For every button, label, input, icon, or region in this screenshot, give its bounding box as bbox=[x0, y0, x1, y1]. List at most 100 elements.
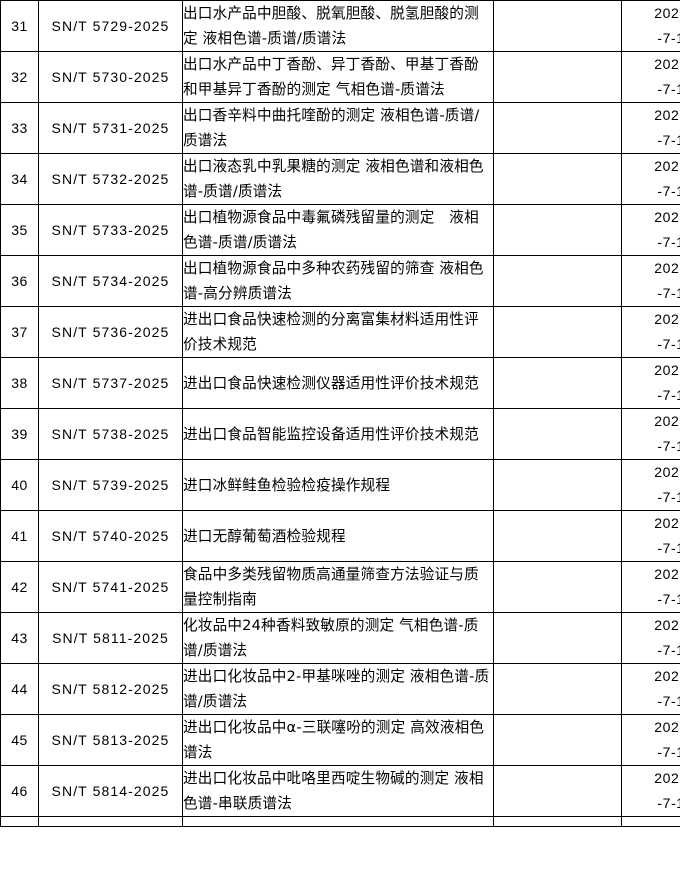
row-index: 38 bbox=[0, 357, 39, 409]
standard-code: SN/T 5730-2025 bbox=[38, 51, 183, 103]
table-row: 33 SN/T 5731-2025 出口香辛料中曲托喹酚的测定 液相色谱-质谱/… bbox=[0, 102, 680, 154]
standard-name: 出口香辛料中曲托喹酚的测定 液相色谱-质谱/质谱法 bbox=[182, 102, 494, 154]
standard-code: SN/T 5811-2025 bbox=[38, 612, 183, 664]
standard-code: SN/T 5733-2025 bbox=[38, 204, 183, 256]
replaced-standard bbox=[493, 612, 622, 664]
implementation-date bbox=[621, 816, 680, 827]
replaced-standard bbox=[493, 204, 622, 256]
standard-code: SN/T 5734-2025 bbox=[38, 255, 183, 307]
standard-code: SN/T 5812-2025 bbox=[38, 663, 183, 715]
replaced-standard bbox=[493, 102, 622, 154]
table-row: 46 SN/T 5814-2025 进出口化妆品中吡咯里西啶生物碱的测定 液相色… bbox=[0, 765, 680, 817]
row-index: 37 bbox=[0, 306, 39, 358]
row-index: 34 bbox=[0, 153, 39, 205]
implementation-date: 2026 -7-1 bbox=[621, 510, 680, 562]
replaced-standard bbox=[493, 510, 622, 562]
row-index: 43 bbox=[0, 612, 39, 664]
row-index: 46 bbox=[0, 765, 39, 817]
implementation-date: 2026 -7-1 bbox=[621, 102, 680, 154]
table-row: 31 SN/T 5729-2025 出口水产品中胆酸、脱氧胆酸、脱氢胆酸的测定 … bbox=[0, 0, 680, 52]
row-index: 44 bbox=[0, 663, 39, 715]
standard-code: SN/T 5732-2025 bbox=[38, 153, 183, 205]
implementation-date: 2026 -7-1 bbox=[621, 0, 680, 52]
implementation-date: 2026 -7-1 bbox=[621, 765, 680, 817]
table-row: 41 SN/T 5740-2025 进口无醇葡萄酒检验规程 2026 -7-1 bbox=[0, 510, 680, 562]
standard-code bbox=[38, 816, 183, 827]
implementation-date: 2026 -7-1 bbox=[621, 204, 680, 256]
standards-table: 31 SN/T 5729-2025 出口水产品中胆酸、脱氧胆酸、脱氢胆酸的测定 … bbox=[0, 0, 680, 827]
standard-name: 出口水产品中丁香酚、异丁香酚、甲基丁香酚和甲基异丁香酚的测定 气相色谱-质谱法 bbox=[182, 51, 494, 103]
implementation-date: 2026 -7-1 bbox=[621, 561, 680, 613]
row-index: 45 bbox=[0, 714, 39, 766]
replaced-standard bbox=[493, 561, 622, 613]
standard-code: SN/T 5740-2025 bbox=[38, 510, 183, 562]
standard-name bbox=[182, 816, 494, 827]
table-row: 40 SN/T 5739-2025 进口冰鲜鲑鱼检验检疫操作规程 2026 -7… bbox=[0, 459, 680, 511]
replaced-standard bbox=[493, 816, 622, 827]
table-row-partial bbox=[0, 816, 680, 827]
row-index: 35 bbox=[0, 204, 39, 256]
replaced-standard bbox=[493, 408, 622, 460]
replaced-standard bbox=[493, 459, 622, 511]
replaced-standard bbox=[493, 357, 622, 409]
standards-table-body: 31 SN/T 5729-2025 出口水产品中胆酸、脱氧胆酸、脱氢胆酸的测定 … bbox=[0, 0, 680, 827]
table-row: 34 SN/T 5732-2025 出口液态乳中乳果糖的测定 液相色谱和液相色谱… bbox=[0, 153, 680, 205]
implementation-date: 2026 -7-1 bbox=[621, 714, 680, 766]
standard-name: 进口冰鲜鲑鱼检验检疫操作规程 bbox=[182, 459, 494, 511]
standard-name: 进出口食品智能监控设备适用性评价技术规范 bbox=[182, 408, 494, 460]
standard-name: 出口水产品中胆酸、脱氧胆酸、脱氢胆酸的测定 液相色谱-质谱/质谱法 bbox=[182, 0, 494, 52]
standard-name: 出口植物源食品中多种农药残留的筛查 液相色谱-高分辨质谱法 bbox=[182, 255, 494, 307]
standard-name: 化妆品中24种香料致敏原的测定 气相色谱-质谱/质谱法 bbox=[182, 612, 494, 664]
standard-code: SN/T 5737-2025 bbox=[38, 357, 183, 409]
implementation-date: 2026 -7-1 bbox=[621, 408, 680, 460]
row-index: 42 bbox=[0, 561, 39, 613]
replaced-standard bbox=[493, 255, 622, 307]
standard-name: 出口植物源食品中毒氟磷残留量的测定 液相色谱-质谱/质谱法 bbox=[182, 204, 494, 256]
replaced-standard bbox=[493, 663, 622, 715]
table-row: 44 SN/T 5812-2025 进出口化妆品中2-甲基咪唑的测定 液相色谱-… bbox=[0, 663, 680, 715]
row-index: 31 bbox=[0, 0, 39, 52]
standard-name: 进出口食品快速检测仪器适用性评价技术规范 bbox=[182, 357, 494, 409]
replaced-standard bbox=[493, 153, 622, 205]
standard-code: SN/T 5738-2025 bbox=[38, 408, 183, 460]
table-row: 35 SN/T 5733-2025 出口植物源食品中毒氟磷残留量的测定 液相色谱… bbox=[0, 204, 680, 256]
implementation-date: 2026 -7-1 bbox=[621, 153, 680, 205]
row-index: 41 bbox=[0, 510, 39, 562]
table-row: 38 SN/T 5737-2025 进出口食品快速检测仪器适用性评价技术规范 2… bbox=[0, 357, 680, 409]
implementation-date: 2026 -7-1 bbox=[621, 306, 680, 358]
standard-code: SN/T 5729-2025 bbox=[38, 0, 183, 52]
row-index: 39 bbox=[0, 408, 39, 460]
standard-code: SN/T 5814-2025 bbox=[38, 765, 183, 817]
replaced-standard bbox=[493, 0, 622, 52]
implementation-date: 2026 -7-1 bbox=[621, 612, 680, 664]
row-index: 40 bbox=[0, 459, 39, 511]
replaced-standard bbox=[493, 765, 622, 817]
standard-code: SN/T 5813-2025 bbox=[38, 714, 183, 766]
standard-code: SN/T 5739-2025 bbox=[38, 459, 183, 511]
row-index: 32 bbox=[0, 51, 39, 103]
implementation-date: 2026 -7-1 bbox=[621, 459, 680, 511]
table-row: 42 SN/T 5741-2025 食品中多类残留物质高通量筛查方法验证与质量控… bbox=[0, 561, 680, 613]
standard-name: 进出口化妆品中吡咯里西啶生物碱的测定 液相色谱-串联质谱法 bbox=[182, 765, 494, 817]
table-row: 36 SN/T 5734-2025 出口植物源食品中多种农药残留的筛查 液相色谱… bbox=[0, 255, 680, 307]
replaced-standard bbox=[493, 714, 622, 766]
implementation-date: 2026 -7-1 bbox=[621, 255, 680, 307]
standard-name: 食品中多类残留物质高通量筛查方法验证与质量控制指南 bbox=[182, 561, 494, 613]
standard-code: SN/T 5731-2025 bbox=[38, 102, 183, 154]
table-row: 43 SN/T 5811-2025 化妆品中24种香料致敏原的测定 气相色谱-质… bbox=[0, 612, 680, 664]
table-row: 45 SN/T 5813-2025 进出口化妆品中α-三联噻吩的测定 高效液相色… bbox=[0, 714, 680, 766]
table-row: 32 SN/T 5730-2025 出口水产品中丁香酚、异丁香酚、甲基丁香酚和甲… bbox=[0, 51, 680, 103]
implementation-date: 2026 -7-1 bbox=[621, 663, 680, 715]
standard-name: 进出口食品快速检测的分离富集材料适用性评价技术规范 bbox=[182, 306, 494, 358]
standard-name: 进口无醇葡萄酒检验规程 bbox=[182, 510, 494, 562]
table-row: 39 SN/T 5738-2025 进出口食品智能监控设备适用性评价技术规范 2… bbox=[0, 408, 680, 460]
standard-name: 进出口化妆品中2-甲基咪唑的测定 液相色谱-质谱/质谱法 bbox=[182, 663, 494, 715]
implementation-date: 2026 -7-1 bbox=[621, 357, 680, 409]
standard-code: SN/T 5741-2025 bbox=[38, 561, 183, 613]
row-index: 36 bbox=[0, 255, 39, 307]
implementation-date: 2026 -7-1 bbox=[621, 51, 680, 103]
replaced-standard bbox=[493, 51, 622, 103]
standard-code: SN/T 5736-2025 bbox=[38, 306, 183, 358]
row-index bbox=[0, 816, 39, 827]
